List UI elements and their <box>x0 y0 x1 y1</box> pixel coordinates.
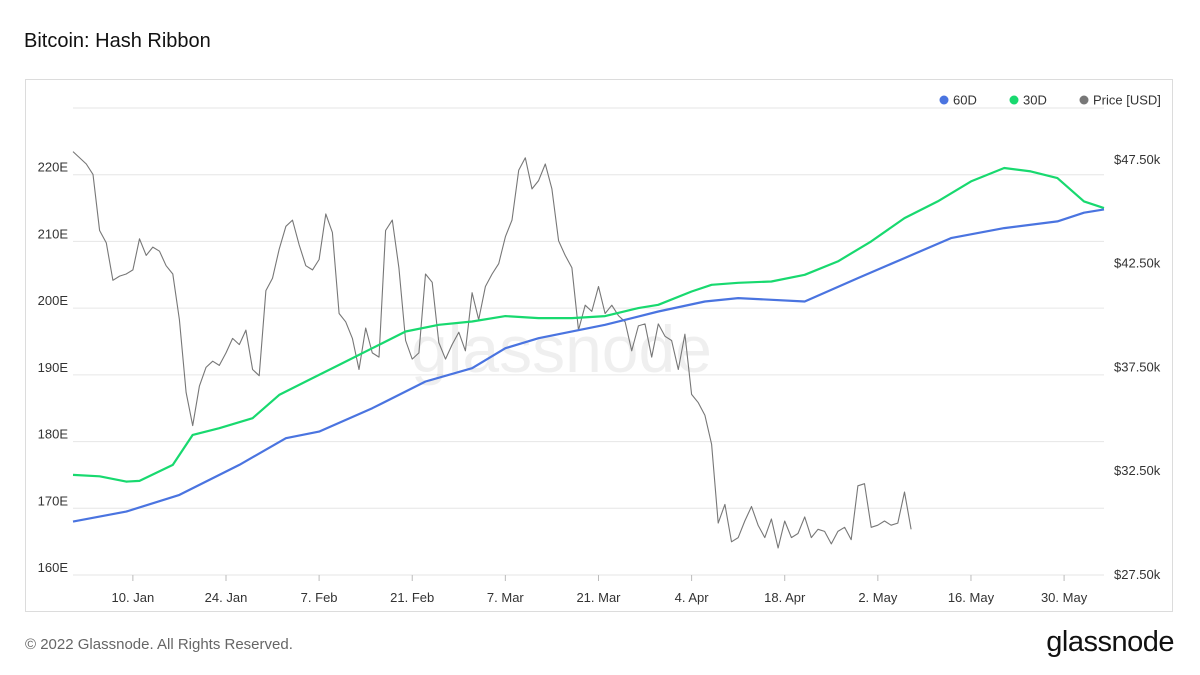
y-left-tick-label: 210E <box>38 226 69 241</box>
series-layer <box>72 151 1105 549</box>
copyright-text: © 2022 Glassnode. All Rights Reserved. <box>25 636 293 653</box>
chart-title: Bitcoin: Hash Ribbon <box>24 30 211 52</box>
x-tick-label: 10. Jan <box>112 590 155 605</box>
x-tick-label: 7. Mar <box>487 590 525 605</box>
y-left-tick-label: 220E <box>38 160 69 175</box>
y-left-tick-label: 200E <box>38 293 69 308</box>
x-tick-label: 18. Apr <box>764 590 806 605</box>
legend: 60D 30D Price [USD] <box>939 93 1161 108</box>
right-axis-ticks: $27.50k $32.50k $37.50k $42.50k $47.50k <box>1114 152 1161 582</box>
legend-label: Price [USD] <box>1093 93 1161 108</box>
y-right-tick-label: $47.50k <box>1114 152 1161 167</box>
hash-ribbon-chart: glassnode 160E 170E 180E 190E 200E 210E 220E $… <box>38 93 1161 606</box>
x-tick-label: 7. Feb <box>301 590 338 605</box>
y-left-tick-label: 180E <box>38 427 69 442</box>
y-right-tick-label: $37.50k <box>1114 359 1161 374</box>
x-tick-label: 16. May <box>948 590 995 605</box>
legend-label: 60D <box>953 93 977 108</box>
x-tick-label: 21. Feb <box>390 590 434 605</box>
y-left-tick-label: 160E <box>38 560 69 575</box>
x-axis-ticks: 10. Jan 24. Jan 7. Feb 21. Feb 7. Mar 21. Mar… <box>112 575 1088 605</box>
y-right-tick-label: $32.50k <box>1114 463 1161 478</box>
series-line-60d <box>72 208 1105 523</box>
left-axis-ticks: 160E 170E 180E 190E 200E 210E 220E <box>38 160 69 575</box>
glassnode-logo: glassnode <box>1046 626 1174 658</box>
legend-label: 30D <box>1023 93 1047 108</box>
y-left-tick-label: 170E <box>38 493 69 508</box>
series-line-30d <box>72 166 1105 483</box>
x-tick-label: 4. Apr <box>675 590 710 605</box>
y-left-tick-label: 190E <box>38 360 69 375</box>
x-tick-label: 24. Jan <box>205 590 248 605</box>
legend-marker <box>939 95 949 105</box>
x-tick-label: 21. Mar <box>576 590 621 605</box>
legend-marker <box>1079 95 1089 105</box>
series-line-price-usd <box>72 151 912 549</box>
x-tick-label: 30. May <box>1041 590 1088 605</box>
legend-marker <box>1009 95 1019 105</box>
watermark: glassnode <box>411 312 712 386</box>
y-right-tick-label: $42.50k <box>1114 256 1161 271</box>
x-tick-label: 2. May <box>858 590 898 605</box>
chart-panel: glassnode 160E 170E 180E 190E 200E 210E 220E $… <box>25 79 1173 612</box>
y-right-tick-label: $27.50k <box>1114 567 1161 582</box>
